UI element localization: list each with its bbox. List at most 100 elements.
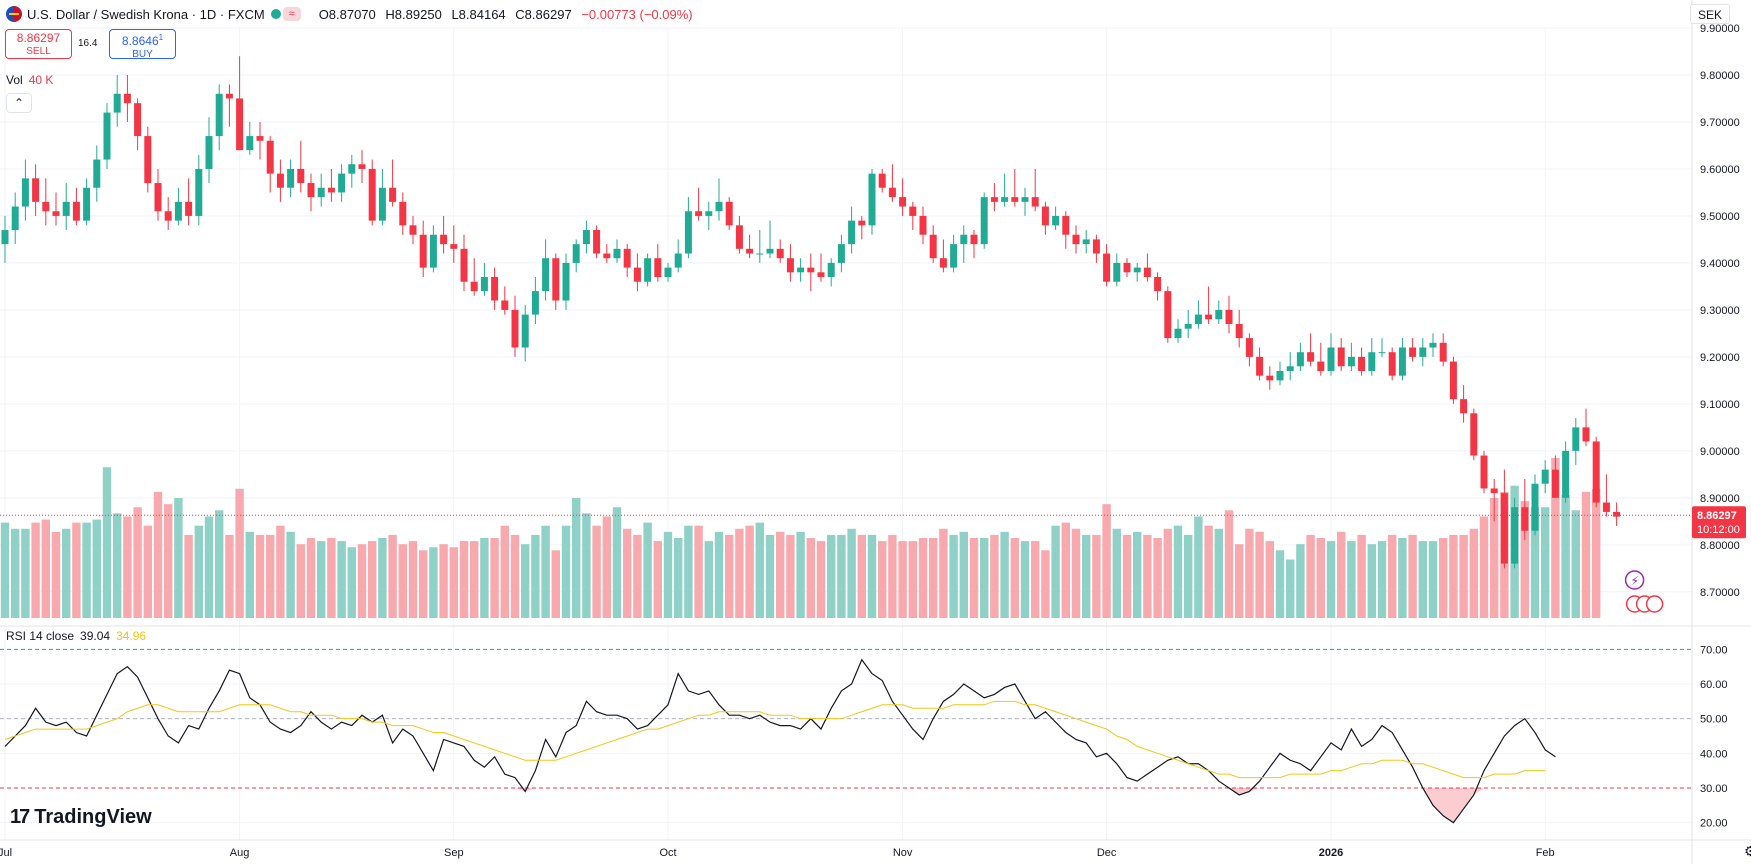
candle-body — [746, 248, 754, 254]
y-tick-label: 9.20000 — [1700, 352, 1740, 364]
countdown-label: 10:12:00 — [1697, 524, 1740, 536]
volume-bar — [1581, 491, 1591, 618]
candle-body — [256, 136, 264, 141]
volume-bar — [990, 534, 999, 618]
rsi-label: RSI 14 close — [6, 629, 75, 643]
candle-body — [837, 244, 845, 263]
spread-value: 16.4 — [78, 38, 98, 49]
candle-body — [603, 253, 611, 259]
candle-body — [348, 164, 356, 174]
volume-label: Vol — [6, 73, 23, 87]
volume-bars — [0, 458, 1601, 618]
volume-bar — [1592, 488, 1601, 618]
candle-body — [1460, 399, 1468, 414]
volume-bar — [1286, 559, 1295, 618]
volume-bar — [541, 525, 550, 618]
market-status-dot[interactable] — [270, 9, 281, 19]
x-tick-label: Dec — [1097, 847, 1117, 859]
candle-body — [1113, 262, 1121, 282]
candle-body — [1582, 427, 1590, 442]
logo-mark: 17 — [10, 806, 30, 828]
symbol-title[interactable]: U.S. Dollar / Swedish Krona · 1D · FXCM — [27, 6, 265, 22]
volume-bar — [1071, 528, 1081, 618]
data-badge[interactable]: ≈ — [282, 7, 301, 21]
settings-icon[interactable]: ⚙ — [1744, 843, 1751, 859]
candle-body — [695, 211, 703, 216]
candle-body — [1500, 493, 1508, 564]
volume-bar — [1479, 516, 1489, 618]
candle-body — [144, 136, 152, 184]
volume-bar — [786, 534, 795, 618]
candle-body — [1123, 262, 1131, 273]
volume-legend: Vol 40 K — [6, 73, 53, 87]
volume-bar — [1255, 531, 1264, 618]
candle-body — [633, 267, 641, 282]
candle-body — [1439, 342, 1447, 362]
candle-body — [1307, 352, 1315, 362]
candle-body — [154, 183, 162, 212]
candle-body — [123, 93, 131, 104]
candle-body — [613, 248, 621, 259]
volume-bar — [714, 531, 724, 618]
y-tick-label: 9.10000 — [1700, 399, 1740, 411]
volume-bar — [837, 534, 846, 618]
candle-body — [470, 281, 478, 292]
volume-bar — [419, 550, 428, 618]
candle-body — [113, 93, 121, 113]
us-flag-event-icon — [1645, 595, 1664, 613]
volume-bar — [459, 541, 469, 618]
candle-body — [1021, 197, 1029, 202]
volume-bar — [1408, 534, 1417, 618]
candle-body — [1245, 338, 1253, 357]
candle-body — [1388, 352, 1396, 376]
volume-bar — [1469, 528, 1478, 618]
volume-value: 40 K — [28, 73, 54, 87]
volume-bar — [551, 550, 560, 618]
volume-bar — [1296, 544, 1305, 618]
candle-body — [1347, 356, 1355, 367]
tradingview-logo[interactable]: 17 TradingView — [10, 806, 152, 829]
candle-body — [1337, 347, 1345, 367]
candle-body — [1011, 197, 1019, 202]
volume-bar — [929, 538, 938, 618]
volume-bar — [1275, 550, 1285, 618]
candle-body — [807, 267, 815, 273]
volume-bar — [1000, 531, 1009, 618]
volume-bar — [480, 538, 489, 618]
volume-bar — [1265, 541, 1274, 618]
candle-body — [480, 277, 488, 292]
volume-bar — [592, 525, 601, 618]
rsi-oversold-fill — [1422, 788, 1484, 823]
volume-bar — [898, 541, 907, 618]
sell-button[interactable]: 8.86297 SELL — [5, 29, 72, 59]
volume-bar — [663, 531, 673, 618]
volume-bar — [490, 538, 499, 618]
buy-button[interactable]: 8.86461 BUY — [109, 29, 176, 60]
rsi-tick-label: 40.00 — [1700, 748, 1728, 760]
volume-bar — [1449, 534, 1458, 618]
lightning-icon — [1624, 570, 1645, 590]
candle-body — [1562, 450, 1570, 498]
candle-body — [929, 234, 937, 259]
volume-bar — [1541, 507, 1550, 618]
volume-bar — [633, 534, 642, 618]
volume-bar — [1357, 534, 1366, 618]
rsi-tick-label: 70.00 — [1700, 644, 1728, 656]
candle-body — [1276, 370, 1284, 381]
collapse-legend-button[interactable]: ⌃ — [6, 93, 32, 113]
candle-body — [1062, 215, 1070, 235]
candle-body — [1205, 314, 1213, 320]
volume-bar — [1163, 528, 1172, 618]
volume-bar — [1439, 538, 1448, 618]
candle-body — [939, 258, 947, 268]
rsi-tick-label: 50.00 — [1700, 714, 1728, 726]
rsi-legend: RSI 14 close 39.04 34.96 — [6, 629, 146, 643]
candle-body — [868, 173, 876, 226]
candle-body — [817, 272, 825, 278]
volume-bar — [92, 519, 101, 618]
currency-button[interactable]: SEK — [1690, 4, 1730, 24]
volume-bar — [602, 516, 611, 618]
volume-bar — [1224, 510, 1234, 618]
volume-bar — [1530, 507, 1540, 618]
